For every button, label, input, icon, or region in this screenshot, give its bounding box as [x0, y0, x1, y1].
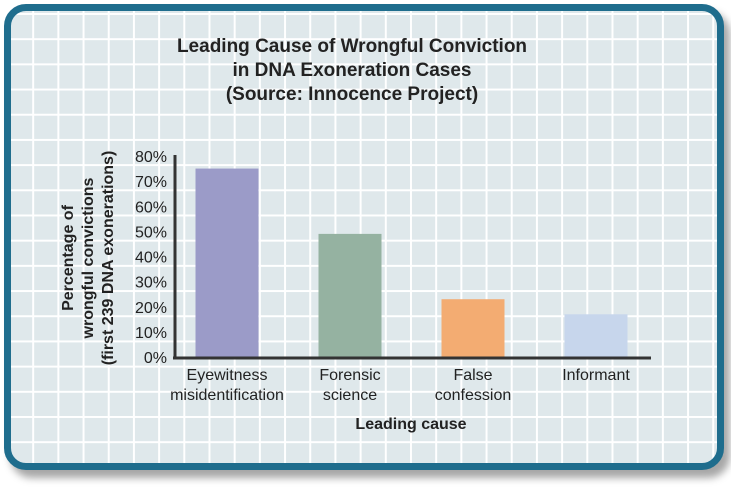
- y-tick-label: 50%: [135, 224, 167, 241]
- x-category-label: misidentification: [170, 387, 284, 404]
- y-tick-label: 70%: [135, 174, 167, 191]
- y-axis-label-line-2: wrongful convictions: [80, 177, 97, 339]
- bar: [318, 233, 382, 357]
- y-tick-label: 80%: [135, 149, 167, 166]
- y-axis-label-line-1: Percentage of: [60, 204, 77, 310]
- x-axis-label: Leading cause: [355, 416, 466, 433]
- chart-title-line-1: Leading Cause of Wrongful Conviction: [177, 36, 527, 57]
- chart-title-line-3: (Source: Innocence Project): [226, 84, 478, 105]
- bar: [441, 299, 505, 357]
- y-axis-label-line-3: (first 239 DNA exonerations): [100, 151, 117, 366]
- x-category-label: Eyewitness: [187, 367, 268, 384]
- x-category-label: Informant: [562, 367, 630, 384]
- y-tick-label: 20%: [135, 300, 167, 317]
- y-tick-label: 10%: [135, 325, 167, 342]
- chart-title-line-2: in DNA Exoneration Cases: [233, 60, 472, 81]
- y-tick-label: 0%: [144, 350, 167, 367]
- x-category-label: science: [323, 387, 377, 404]
- y-tick-label: 40%: [135, 250, 167, 267]
- x-category-label: confession: [435, 387, 512, 404]
- x-category-label: False: [453, 367, 492, 384]
- bar: [195, 168, 259, 357]
- x-category-label: Forensic: [319, 367, 380, 384]
- y-tick-label: 60%: [135, 199, 167, 216]
- y-tick-label: 30%: [135, 275, 167, 292]
- bar: [564, 314, 628, 357]
